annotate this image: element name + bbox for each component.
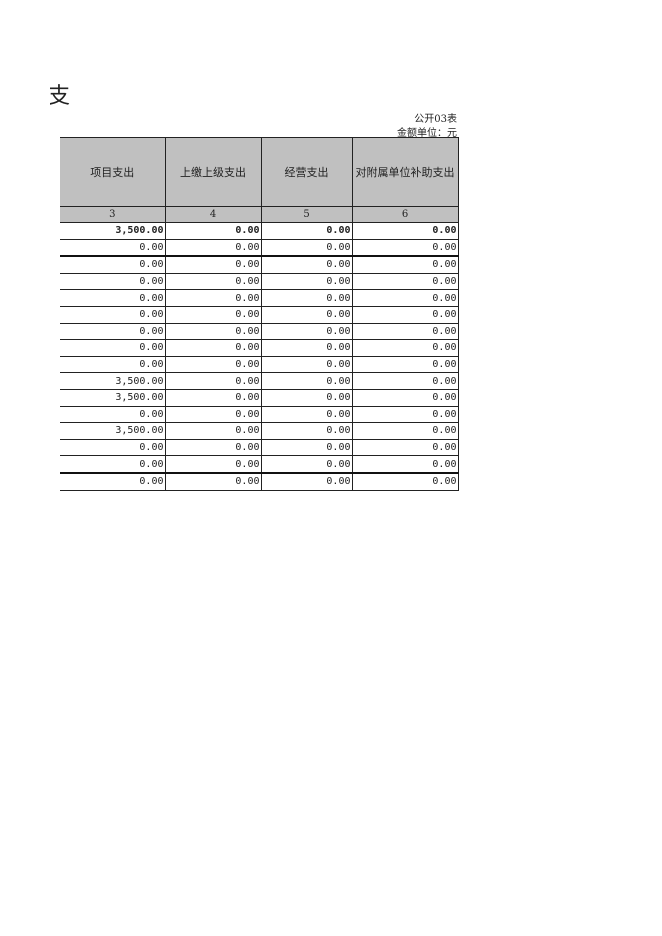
cell: 0.00: [165, 273, 262, 291]
cell: 0.00: [60, 455, 166, 474]
table-row: 3,500.00 0.00 0.00 0.00: [60, 372, 459, 390]
table-row: 0.00 0.00 0.00 0.00: [60, 455, 459, 474]
cell: 0.00: [261, 356, 353, 374]
cell: 3,500.00: [60, 389, 166, 407]
table-row: 0.00 0.00 0.00 0.00: [60, 289, 459, 307]
cell: 0.00: [165, 306, 262, 324]
table-row: 0.00 0.00 0.00 0.00: [60, 439, 459, 457]
header-operating: 经营支出: [260, 137, 353, 207]
table-row: 0.00 0.00 0.00 0.00: [60, 472, 459, 491]
cell: 0.00: [352, 339, 459, 357]
cell: 0.00: [352, 422, 459, 440]
cell: 0.00: [60, 323, 166, 341]
cell: 0.00: [352, 323, 459, 341]
cell: 0.00: [60, 439, 166, 457]
cell: 0.00: [352, 222, 459, 240]
cell: 0.00: [261, 339, 353, 357]
cell: 0.00: [165, 439, 262, 457]
cell: 0.00: [261, 389, 353, 407]
total-row: 3,500.00 0.00 0.00 0.00: [60, 222, 459, 240]
table-row: 0.00 0.00 0.00 0.00: [60, 273, 459, 291]
col-num: 5: [261, 206, 353, 223]
cell: 0.00: [60, 339, 166, 357]
cell: 0.00: [165, 339, 262, 357]
cell: 0.00: [165, 406, 262, 424]
cell: 0.00: [261, 239, 353, 258]
cell: 0.00: [352, 372, 459, 390]
cell: 0.00: [261, 273, 353, 291]
header-project: 项目支出: [60, 137, 166, 207]
expenditure-table: 项目支出 上缴上级支出 经营支出 对附属单位补助支出 3 4 5 6 3,500…: [60, 137, 459, 491]
cell: 0.00: [60, 239, 166, 258]
cell: 0.00: [352, 273, 459, 291]
cell: 0.00: [261, 306, 353, 324]
column-number-row: 3 4 5 6: [60, 206, 459, 223]
cell: 0.00: [60, 273, 166, 291]
table-row: 3,500.00 0.00 0.00 0.00: [60, 389, 459, 407]
cell: 0.00: [261, 422, 353, 440]
cell: 0.00: [352, 289, 459, 307]
cell: 3,500.00: [60, 372, 166, 390]
cell: 0.00: [165, 323, 262, 341]
cell: 0.00: [352, 389, 459, 407]
cell: 0.00: [261, 372, 353, 390]
header-upper: 上缴上级支出: [164, 137, 262, 207]
cell: 0.00: [352, 239, 459, 258]
cell: 3,500.00: [60, 222, 166, 240]
col-num: 6: [352, 206, 459, 223]
cell: 0.00: [352, 439, 459, 457]
cell: 0.00: [261, 455, 353, 474]
cell: 0.00: [165, 455, 262, 474]
cell: 0.00: [352, 356, 459, 374]
cell: 0.00: [60, 306, 166, 324]
cell: 0.00: [261, 406, 353, 424]
table-code: 公开03表: [414, 114, 457, 125]
col-num: 3: [60, 206, 166, 223]
cell: 0.00: [261, 323, 353, 341]
cell: 0.00: [352, 406, 459, 424]
header-subsidy: 对附属单位补助支出: [351, 137, 459, 207]
report-title-fragment: 支: [50, 82, 70, 112]
table-row: 0.00 0.00 0.00 0.00: [60, 323, 459, 341]
cell: 0.00: [60, 406, 166, 424]
cell: 0.00: [165, 289, 262, 307]
col-num: 4: [165, 206, 262, 223]
cell: 0.00: [165, 472, 262, 491]
table-row: 0.00 0.00 0.00 0.00: [60, 306, 459, 324]
cell: 0.00: [352, 306, 459, 324]
table-row: 0.00 0.00 0.00 0.00: [60, 356, 459, 374]
cell: 0.00: [60, 289, 166, 307]
cell: 0.00: [261, 439, 353, 457]
unit-label: 金额单位：元: [397, 128, 457, 139]
cell: 0.00: [165, 239, 262, 258]
title-text: 支: [50, 84, 70, 109]
table-row: 0.00 0.00 0.00 0.00: [60, 406, 459, 424]
cell: 0.00: [165, 356, 262, 374]
cell: 0.00: [165, 389, 262, 407]
cell: 0.00: [165, 222, 262, 240]
table-row: 3,500.00 0.00 0.00 0.00: [60, 422, 459, 440]
cell: 3,500.00: [60, 422, 166, 440]
cell: 0.00: [165, 422, 262, 440]
cell: 0.00: [60, 356, 166, 374]
cell: 0.00: [261, 289, 353, 307]
cell: 0.00: [60, 256, 166, 274]
cell: 0.00: [165, 256, 262, 274]
cell: 0.00: [60, 472, 166, 491]
table-row: 0.00 0.00 0.00 0.00: [60, 256, 459, 274]
table-row: 0.00 0.00 0.00 0.00: [60, 339, 459, 357]
cell: 0.00: [352, 472, 459, 491]
cell: 0.00: [352, 256, 459, 274]
cell: 0.00: [261, 256, 353, 274]
cell: 0.00: [261, 222, 353, 240]
cell: 0.00: [261, 472, 353, 491]
cell: 0.00: [165, 372, 262, 390]
table-row: 0.00 0.00 0.00 0.00: [60, 239, 459, 258]
cell: 0.00: [352, 455, 459, 474]
